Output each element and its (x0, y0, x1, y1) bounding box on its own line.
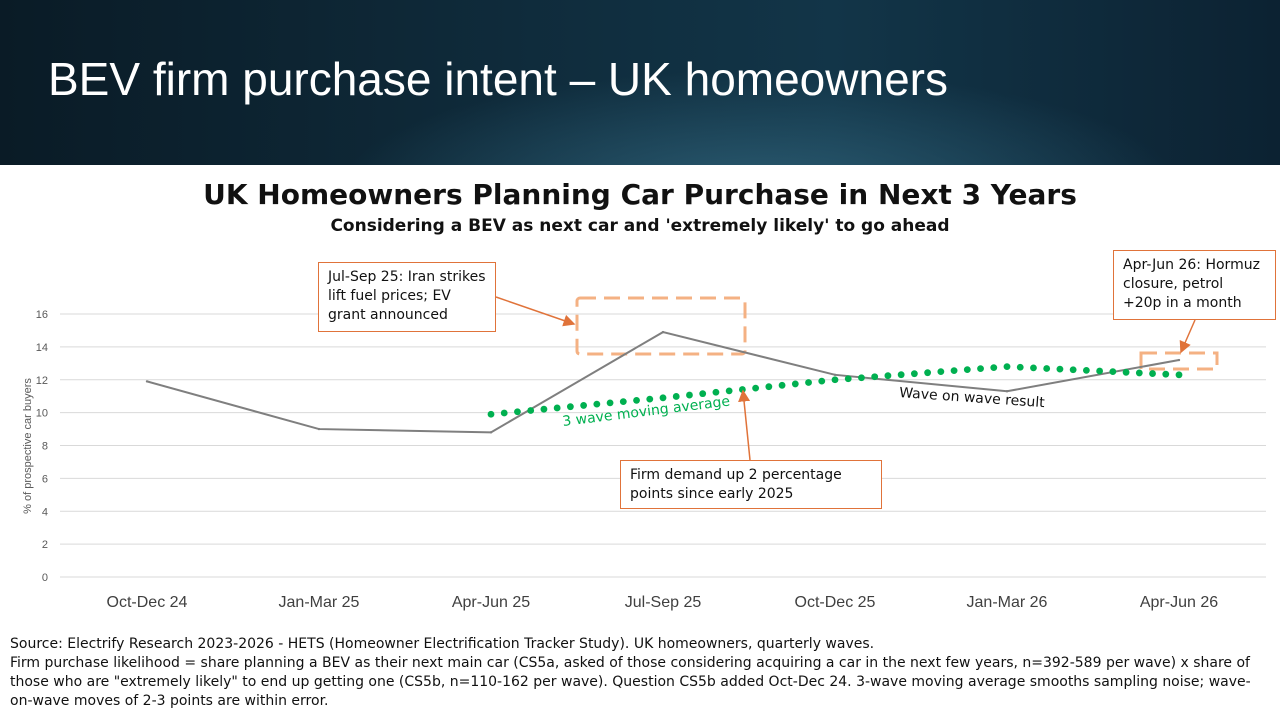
moving-average-dot (646, 395, 654, 403)
moving-average-dot (725, 387, 733, 395)
data-point-wave-on-wave (1177, 358, 1181, 362)
x-tick-label: Jan-Mar 26 (967, 594, 1048, 611)
x-tick-label: Apr-Jun 25 (452, 594, 530, 611)
moving-average-dot (487, 410, 495, 418)
x-tick-label: Jul-Sep 25 (625, 594, 702, 611)
dashed-highlight-box (1139, 351, 1219, 371)
arrow-connector (738, 389, 751, 461)
moving-average-dot (871, 373, 879, 381)
data-point-wave-on-wave (833, 373, 837, 377)
callout-firm-demand: Firm demand up 2 percentage points since… (620, 460, 882, 509)
moving-average-dot (672, 393, 680, 400)
moving-average-dot (1096, 367, 1104, 375)
moving-average-dot (1030, 364, 1037, 372)
moving-average-dot (514, 408, 521, 416)
moving-average-dot (1003, 363, 1011, 370)
title-banner (0, 0, 1280, 165)
moving-average-dot (937, 368, 945, 376)
moving-average-dot (950, 367, 958, 375)
dashed-highlight-box (575, 296, 747, 356)
moving-average-dot (686, 391, 693, 399)
moving-average-dot (1069, 366, 1077, 374)
moving-average-dot (1043, 365, 1051, 372)
moving-average-dot (699, 390, 707, 398)
chart-title: UK Homeowners Planning Car Purchase in N… (203, 178, 1077, 211)
moving-average-dot (659, 394, 667, 402)
y-tick-label: 16 (36, 309, 48, 321)
moving-average-dot (619, 398, 627, 406)
moving-average-dot (752, 384, 760, 392)
arrow-connector (495, 296, 576, 327)
callout-jul-sep-25: Jul-Sep 25: Iran strikes lift fuel price… (318, 262, 496, 332)
y-tick-label: 0 (42, 572, 48, 584)
moving-average-dot (963, 366, 971, 374)
moving-average-dot (858, 374, 865, 382)
callout-apr-jun-26: Apr-Jun 26: Hormuz closure, petrol +20p … (1113, 250, 1276, 320)
moving-average-dot (540, 405, 548, 413)
moving-average-dot (818, 377, 826, 385)
moving-average-dot (897, 371, 905, 379)
moving-average-dot (527, 407, 535, 414)
moving-average-dot (1162, 370, 1170, 378)
moving-average-dot (791, 380, 799, 388)
moving-average-dot (1175, 371, 1183, 379)
arrow-connector (1179, 319, 1196, 354)
y-axis-label: % of prospective car buyers (22, 378, 34, 514)
x-tick-label: Oct-Dec 25 (795, 594, 876, 611)
moving-average-dot (566, 403, 574, 411)
moving-average-dot (606, 399, 614, 407)
moving-average-dot (1016, 363, 1024, 371)
moving-average-dot (831, 376, 839, 384)
x-tick-label: Jan-Mar 25 (279, 594, 360, 611)
moving-average-dot (990, 364, 998, 372)
moving-average-dot (1135, 369, 1143, 377)
moving-average-dot (1056, 365, 1064, 373)
moving-average-dot (778, 381, 786, 389)
y-tick-label: 4 (42, 506, 48, 518)
moving-average-dot (580, 402, 588, 409)
data-point-wave-on-wave (661, 330, 665, 334)
data-point-wave-on-wave (1005, 390, 1009, 393)
moving-average-dot (910, 370, 918, 378)
series-label-moving-average: 3 wave moving average (562, 394, 731, 430)
data-point-wave-on-wave (145, 380, 149, 383)
moving-average-dot (805, 379, 812, 386)
x-tick-label: Apr-Jun 26 (1140, 594, 1218, 611)
y-tick-label: 14 (36, 342, 48, 354)
moving-average-dot (1122, 368, 1130, 376)
y-tick-label: 2 (42, 539, 48, 551)
moving-average-dot (844, 375, 852, 383)
moving-average-dot (977, 365, 984, 373)
slide-title: BEV firm purchase intent – UK homeowners (48, 53, 948, 105)
moving-average-dot (1149, 370, 1156, 377)
footer-note: Firm purchase likelihood = share plannin… (10, 655, 1251, 709)
moving-average-dot (712, 388, 720, 396)
chart-subtitle: Considering a BEV as next car and 'extre… (330, 216, 950, 236)
y-tick-label: 8 (42, 441, 48, 453)
footer-notes: Source: Electrify Research 2023-2026 - H… (10, 635, 1272, 711)
moving-average-dot (1082, 366, 1090, 374)
data-point-wave-on-wave (317, 427, 321, 431)
footer-source: Source: Electrify Research 2023-2026 - H… (10, 636, 875, 652)
moving-average-dot (924, 369, 932, 377)
y-tick-label: 10 (36, 408, 48, 420)
y-tick-label: 6 (42, 473, 48, 485)
x-tick-label: Oct-Dec 24 (107, 594, 188, 611)
y-tick-label: 12 (36, 375, 48, 387)
moving-average-dot (500, 409, 508, 417)
moving-average-dot (593, 400, 601, 408)
moving-average-dot (1109, 368, 1117, 376)
moving-average-dot (765, 383, 773, 391)
moving-average-dot (884, 372, 892, 380)
moving-average-dot (553, 404, 561, 412)
moving-average-dot (633, 396, 640, 404)
data-point-wave-on-wave (489, 431, 493, 434)
